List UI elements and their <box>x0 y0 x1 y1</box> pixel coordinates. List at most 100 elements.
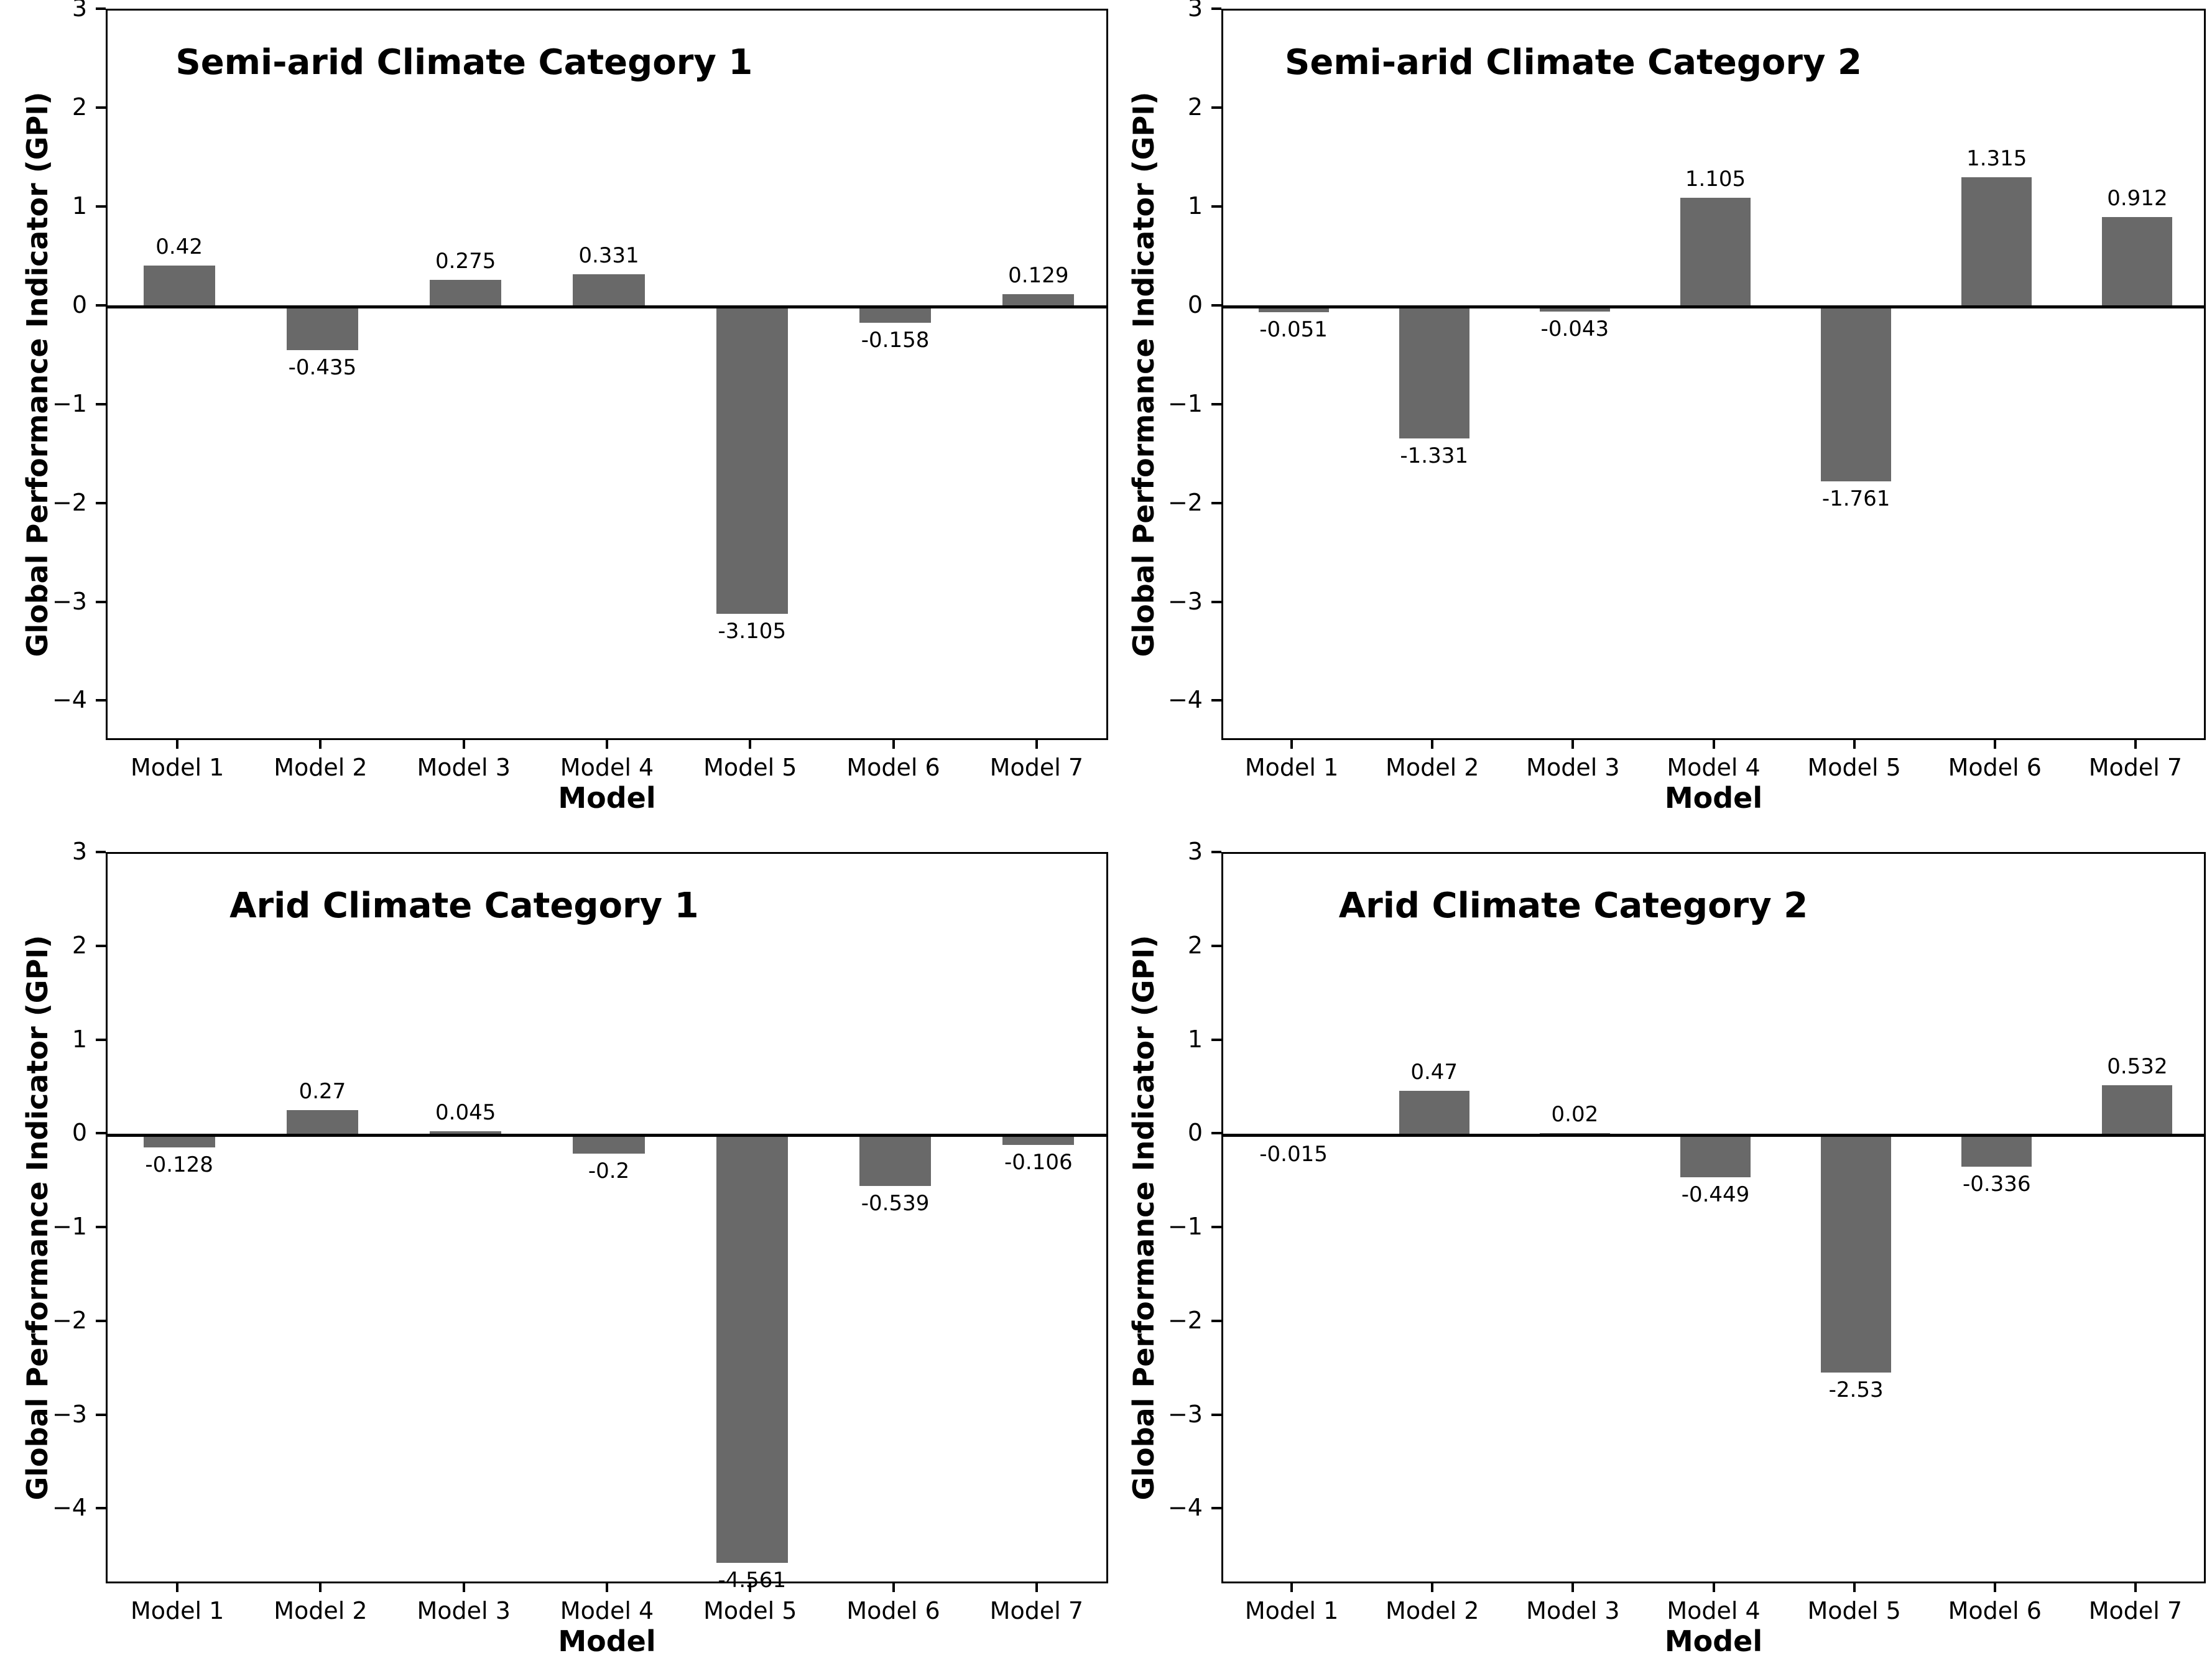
y-tick-label: −4 <box>1167 686 1203 714</box>
x-axis-label: Model <box>1664 1624 1763 1658</box>
bar-value-label: -0.015 <box>1259 1141 1328 1167</box>
y-tick-mark <box>1211 851 1221 853</box>
bar-value-label: 0.47 <box>1410 1060 1458 1085</box>
y-tick-label: 3 <box>72 0 87 22</box>
y-tick-mark <box>96 1226 106 1229</box>
y-tick-label: 2 <box>1187 931 1203 959</box>
bar-value-label: -0.2 <box>588 1159 630 1184</box>
bar <box>286 307 358 350</box>
bar-value-label: 0.129 <box>1008 263 1069 289</box>
x-tick-mark <box>1993 1583 1996 1592</box>
chart-semi-arid-category-2: Global Performance Indicator (GPI) Semi-… <box>1106 0 2212 828</box>
plot-area: Semi-arid Climate Category 1 0.42 -0.435 0… <box>106 9 1108 740</box>
x-tick-mark <box>2134 1583 2137 1592</box>
bar-value-label: -0.435 <box>288 354 357 380</box>
x-tick-mark <box>892 1583 895 1592</box>
y-tick-label: −2 <box>52 1306 87 1334</box>
y-tick-label: −3 <box>1167 587 1203 615</box>
bar-value-label: -0.128 <box>145 1152 213 1177</box>
zero-line <box>108 305 1106 309</box>
x-tick-label: Model 5 <box>703 754 797 781</box>
y-tick-mark <box>1211 303 1221 307</box>
bar <box>859 307 932 323</box>
bar <box>143 266 215 307</box>
y-tick-mark <box>96 106 106 109</box>
x-tick-label: Model 2 <box>1386 1597 1479 1624</box>
chart-title: Semi-arid Climate Category 1 <box>175 42 753 83</box>
y-tick-mark <box>96 1132 106 1135</box>
x-tick-label: Model 6 <box>1948 754 2042 781</box>
y-axis-label: Global Performance Indicator (GPI) <box>1127 91 1160 657</box>
plot-area: Semi-arid Climate Category 2 -0.051 -1.33… <box>1221 9 2206 740</box>
y-tick-mark <box>96 303 106 307</box>
x-tick-mark <box>1571 1583 1575 1592</box>
x-tick-label: Model 7 <box>2088 754 2183 781</box>
bar-value-label: -0.106 <box>1004 1150 1073 1175</box>
y-tick-label: 3 <box>1187 0 1203 22</box>
bar <box>2102 1085 2173 1136</box>
y-tick-mark <box>96 1038 106 1041</box>
bar-value-label: -4.561 <box>718 1567 787 1593</box>
x-tick-mark <box>319 740 322 749</box>
x-tick-label: Model 7 <box>989 754 1084 781</box>
zero-line <box>1223 305 2204 309</box>
y-tick-mark <box>96 600 106 603</box>
y-tick-label: −2 <box>1167 1306 1203 1334</box>
x-tick-mark <box>749 1583 752 1592</box>
y-tick-label: −1 <box>1167 1213 1203 1241</box>
x-tick-label: Model 5 <box>703 1597 797 1624</box>
x-tick-mark <box>1290 1583 1293 1592</box>
x-tick-label: Model 4 <box>560 754 654 781</box>
y-tick-mark <box>1211 699 1221 702</box>
y-tick-mark <box>96 501 106 504</box>
chart-title: Arid Climate Category 2 <box>1338 886 1808 926</box>
x-tick-mark <box>2134 740 2137 749</box>
x-tick-mark <box>176 1583 179 1592</box>
x-tick-label: Model 6 <box>846 754 940 781</box>
y-tick-mark <box>1211 7 1221 10</box>
x-tick-mark <box>1853 1583 1856 1592</box>
x-tick-label: Model 7 <box>989 1597 1084 1624</box>
y-tick-label: −4 <box>1167 1494 1203 1522</box>
y-tick-label: 1 <box>1187 192 1203 220</box>
bar <box>1961 177 2032 307</box>
x-tick-label: Model 3 <box>1526 1597 1620 1624</box>
x-tick-label: Model 3 <box>417 1597 511 1624</box>
y-tick-mark <box>96 7 106 10</box>
bar <box>1821 307 1892 481</box>
y-tick-mark <box>96 699 106 702</box>
y-tick-mark <box>1211 1507 1221 1510</box>
x-tick-mark <box>606 740 608 749</box>
y-tick-label: −2 <box>1167 488 1203 516</box>
y-tick-label: 3 <box>72 838 87 865</box>
x-tick-mark <box>1993 740 1996 749</box>
x-tick-mark <box>1035 740 1038 749</box>
y-tick-mark <box>1211 600 1221 603</box>
y-tick-label: 2 <box>72 93 87 121</box>
y-tick-label: −4 <box>52 686 87 714</box>
x-tick-label: Model 6 <box>1948 1597 2042 1624</box>
x-tick-mark <box>319 1583 322 1592</box>
y-tick-mark <box>1211 1413 1221 1416</box>
y-tick-mark <box>96 944 106 947</box>
y-tick-label: 0 <box>1187 290 1203 318</box>
x-tick-label: Model 2 <box>274 754 368 781</box>
bar <box>143 1135 215 1147</box>
x-tick-label: Model 4 <box>1667 754 1761 781</box>
y-tick-label: 3 <box>1187 838 1203 865</box>
bar-value-label: -1.761 <box>1821 486 1890 511</box>
bar-value-label: 1.315 <box>1966 146 2027 171</box>
x-axis-label: Model <box>1664 781 1763 815</box>
bar-value-label: 0.275 <box>435 249 496 274</box>
bar-value-label: 0.42 <box>155 234 203 259</box>
y-tick-mark <box>1211 944 1221 947</box>
bar <box>1821 1135 1892 1373</box>
bar <box>430 1131 502 1136</box>
y-tick-mark <box>96 1319 106 1322</box>
chart-title: Arid Climate Category 1 <box>229 886 699 926</box>
x-tick-mark <box>1853 740 1856 749</box>
x-tick-mark <box>1431 1583 1434 1592</box>
bar <box>1680 1135 1751 1177</box>
y-tick-mark <box>96 1413 106 1416</box>
x-tick-mark <box>1712 740 1715 749</box>
